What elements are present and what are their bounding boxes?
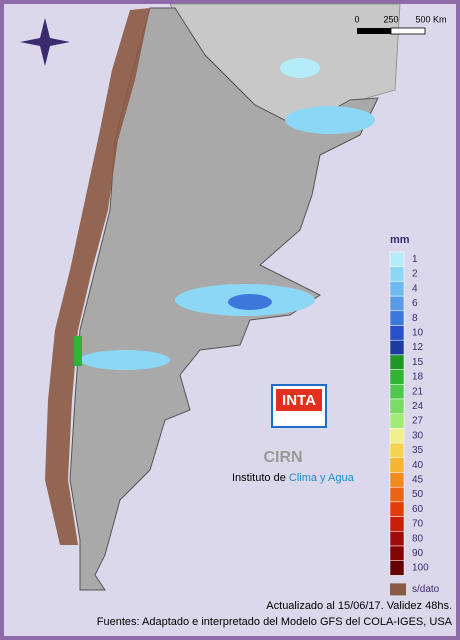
legend-swatch — [389, 369, 405, 385]
legend-swatch — [389, 295, 405, 312]
legend-swatch — [389, 472, 405, 488]
legend-label: 24 — [412, 401, 424, 412]
institute-prefix: Instituto de — [232, 472, 289, 484]
precip-patch — [80, 350, 170, 370]
legend-label: 40 — [412, 460, 424, 471]
scale-bar — [357, 28, 391, 34]
legend: 1246810121518212427303540455060708090100… — [389, 251, 440, 596]
legend-label: 27 — [412, 416, 424, 427]
legend-swatch — [389, 339, 405, 356]
legend-label: 100 — [412, 563, 429, 574]
legend-label: 6 — [412, 298, 418, 309]
legend-label: 18 — [412, 372, 424, 383]
legend-label: 45 — [412, 474, 424, 485]
legend-label: 1 — [412, 254, 418, 265]
legend-label: 2 — [412, 269, 418, 280]
footer-updated: Actualizado al 15/06/17. Validez 48hs. — [266, 600, 452, 612]
institute-name: Clima y Agua — [289, 472, 355, 484]
scale-label: 0 — [354, 14, 359, 24]
precip-patch — [280, 58, 320, 78]
logo-brand: INTA — [282, 392, 316, 409]
legend-swatch — [389, 354, 405, 370]
scale-label: 500 Km — [415, 14, 446, 24]
legend-swatch — [389, 413, 405, 429]
legend-swatch — [389, 384, 405, 400]
legend-label: 4 — [412, 283, 418, 294]
chile-no-data — [45, 8, 150, 545]
legend-swatch — [390, 583, 406, 596]
legend-swatch — [389, 516, 405, 532]
legend-label: 12 — [412, 342, 424, 353]
legend-label: 21 — [412, 386, 424, 397]
legend-swatch — [389, 545, 405, 561]
legend-swatch — [389, 457, 405, 473]
legend-swatch — [389, 428, 405, 444]
logo-institute: Instituto de Clima y Agua — [232, 472, 355, 484]
legend-swatch — [389, 325, 405, 341]
legend-title: mm — [390, 234, 410, 246]
legend-swatch — [389, 281, 405, 297]
legend-label: 70 — [412, 519, 424, 530]
legend-swatch — [389, 310, 405, 326]
legend-swatch — [389, 266, 405, 282]
logo-center: CIRN — [263, 449, 302, 466]
legend-label: 90 — [412, 548, 424, 559]
legend-label: 35 — [412, 445, 424, 456]
legend-label: 50 — [412, 489, 424, 500]
legend-label: 8 — [412, 313, 418, 324]
scale-label: 250 — [383, 14, 398, 24]
logo-red — [276, 389, 322, 411]
legend-swatch — [389, 442, 405, 459]
legend-label: 10 — [412, 327, 424, 338]
legend-swatch — [389, 251, 405, 267]
legend-swatch — [389, 486, 405, 503]
legend-label: s/dato — [412, 584, 440, 595]
precip-patch — [74, 336, 82, 366]
legend-label: 15 — [412, 357, 424, 368]
scale-bar — [390, 27, 426, 35]
legend-swatch — [389, 501, 405, 517]
precip-patch — [285, 106, 375, 134]
precip-patch — [228, 294, 272, 310]
legend-swatch — [389, 398, 405, 414]
legend-label: 80 — [412, 533, 424, 544]
legend-label: 60 — [412, 504, 424, 515]
footer-source: Fuentes: Adaptado e interpretado del Mod… — [97, 616, 453, 628]
legend-label: 30 — [412, 430, 424, 441]
legend-swatch — [389, 560, 405, 576]
compass — [20, 18, 70, 66]
legend-swatch — [389, 531, 405, 547]
